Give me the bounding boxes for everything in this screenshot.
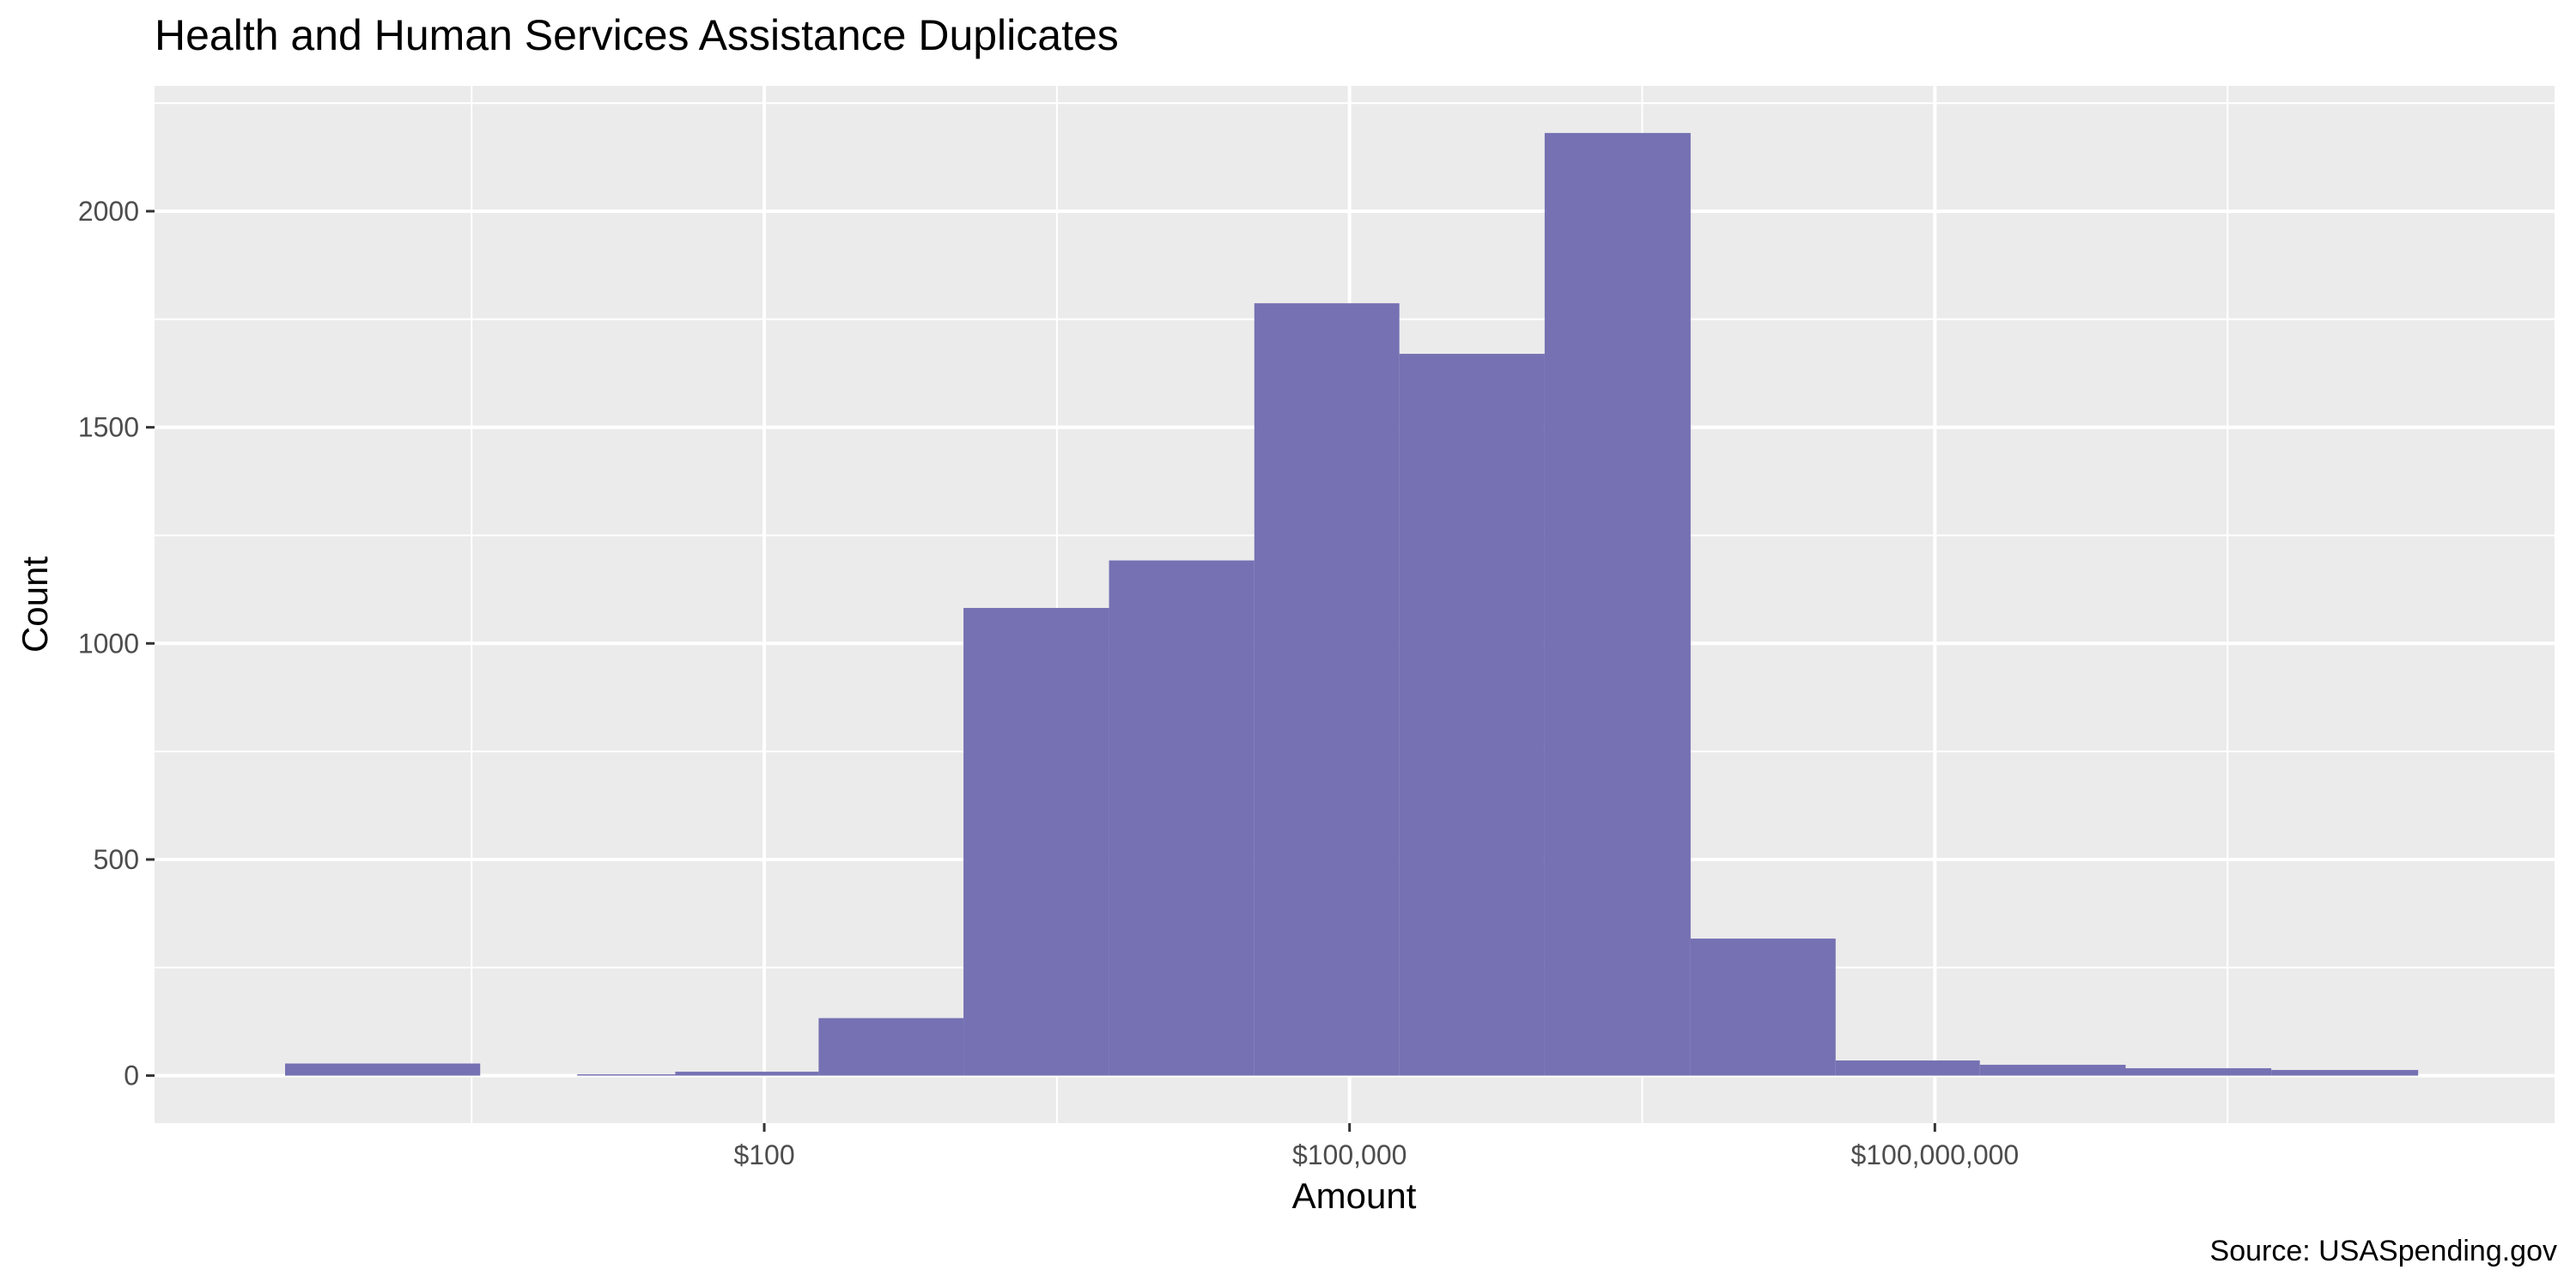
histogram-bar [1109,560,1255,1076]
y-tick-label: 0 [124,1060,139,1091]
x-axis-title: Amount [1292,1176,1417,1216]
histogram-bar [1544,132,1691,1076]
histogram-bar [577,1074,676,1076]
histogram-bar [2271,1070,2419,1076]
y-tick-label: 1500 [78,412,139,443]
y-axis-title: Count [15,556,55,653]
x-tick-label: $100 [733,1139,794,1170]
histogram-bar [1254,303,1400,1076]
histogram-bar [285,1063,481,1076]
chart-title: Health and Human Services Assistance Dup… [155,11,1119,59]
histogram-bar [675,1072,819,1076]
histogram-bar [963,608,1109,1076]
y-tick-label: 1000 [78,628,139,659]
histogram-bars [285,132,2419,1076]
histogram-bar [1690,939,1836,1076]
x-tick-label: $100,000,000 [1850,1139,2019,1170]
y-axis-ticks: 0 500 1000 1500 2000 [78,196,155,1091]
histogram-bar [1979,1065,2126,1076]
histogram-bar [2125,1068,2272,1076]
histogram-bar [818,1018,964,1076]
histogram-bar [1399,354,1545,1076]
x-tick-label: $100,000 [1292,1139,1406,1170]
x-axis-ticks: $100 $100,000 $100,000,000 [733,1123,2019,1170]
source-caption: Source: USASpending.gov [2210,1235,2557,1267]
y-tick-label: 2000 [78,196,139,227]
histogram-bar [1835,1060,1980,1076]
y-tick-label: 500 [94,844,139,875]
